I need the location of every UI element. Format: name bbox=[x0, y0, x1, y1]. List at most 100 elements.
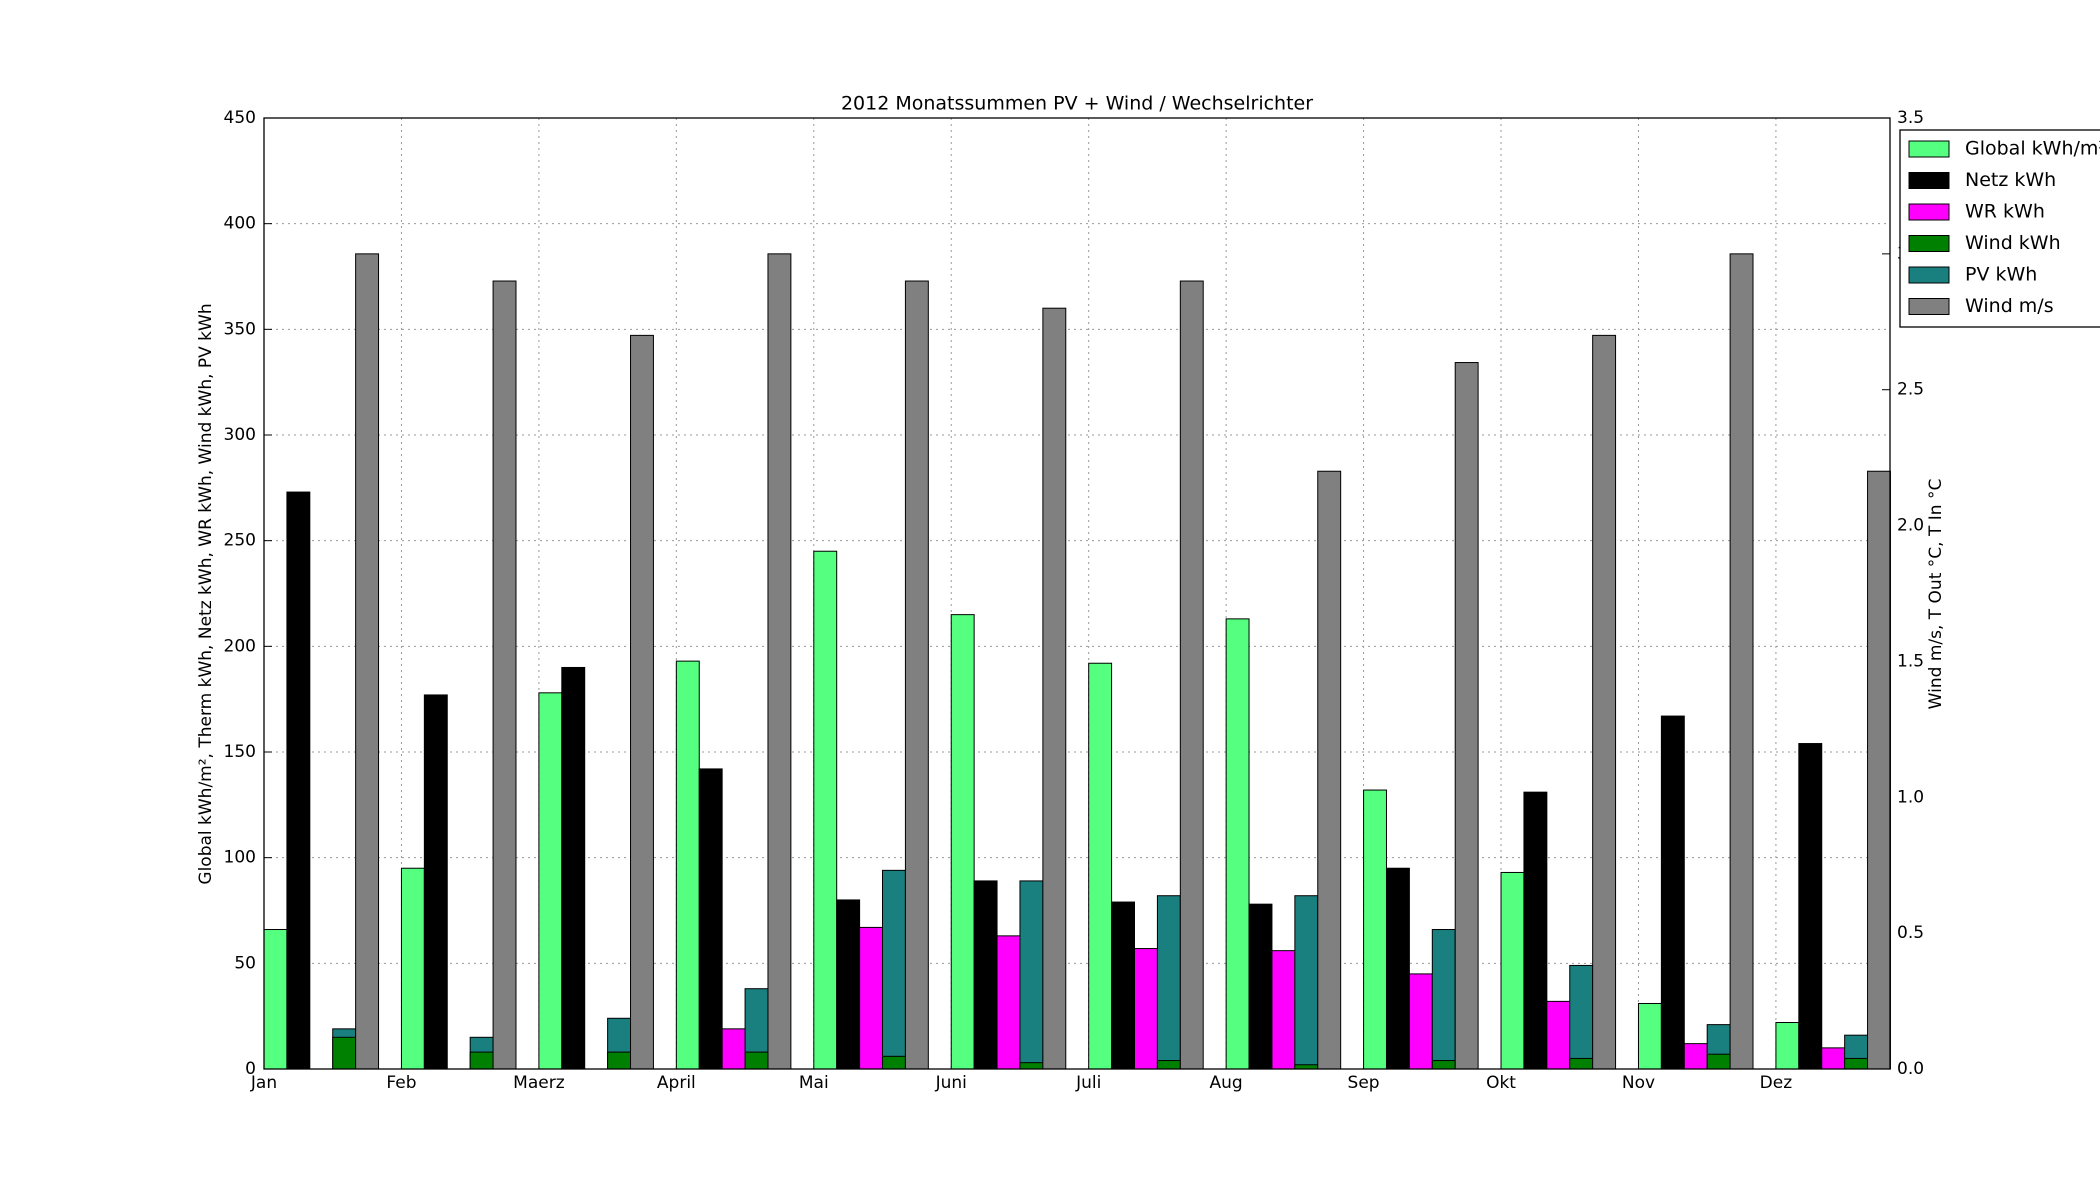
x-tick-label: Feb bbox=[386, 1073, 416, 1093]
legend-swatch bbox=[1908, 298, 1950, 315]
bar bbox=[1844, 1057, 1869, 1070]
bar bbox=[355, 253, 380, 1070]
legend-swatch bbox=[1908, 203, 1950, 221]
x-tick-label: Maerz bbox=[513, 1073, 565, 1093]
y-tick-label: 450 bbox=[224, 108, 256, 128]
bar bbox=[263, 929, 288, 1070]
bar bbox=[561, 666, 586, 1070]
bar bbox=[1088, 662, 1113, 1070]
y-tick-label: 200 bbox=[224, 636, 256, 656]
bar bbox=[469, 1051, 494, 1070]
bar bbox=[1660, 715, 1685, 1070]
bar bbox=[1019, 1062, 1044, 1070]
bar bbox=[1294, 895, 1319, 1070]
bar bbox=[1569, 1057, 1594, 1070]
bar bbox=[767, 253, 792, 1070]
legend-frame bbox=[1899, 129, 2100, 328]
bar bbox=[332, 1036, 357, 1070]
bar bbox=[1454, 362, 1479, 1070]
bar bbox=[1431, 1060, 1456, 1070]
legend-label: Global kWh/m² bbox=[1965, 138, 2100, 160]
y-tick-label: 100 bbox=[224, 848, 256, 868]
x-tick-label: April bbox=[657, 1073, 696, 1093]
y2-tick-label: 0.0 bbox=[1897, 1059, 1924, 1079]
y-tick-label: 0 bbox=[245, 1059, 256, 1079]
bar bbox=[1569, 964, 1594, 1070]
bar bbox=[607, 1051, 632, 1070]
bar bbox=[1408, 973, 1433, 1070]
y-tick-label: 400 bbox=[224, 214, 256, 234]
x-tick-label: Sep bbox=[1348, 1073, 1380, 1093]
bar bbox=[813, 550, 838, 1070]
legend-swatch bbox=[1908, 172, 1950, 189]
bar bbox=[1683, 1043, 1708, 1070]
bar bbox=[1592, 334, 1617, 1070]
bar bbox=[1637, 1002, 1662, 1070]
y-axis-label: Global kWh/m², Therm kWh, Netz kWh, WR k… bbox=[196, 303, 216, 884]
bar bbox=[744, 1051, 769, 1070]
bar bbox=[1775, 1022, 1800, 1070]
bar bbox=[1546, 1000, 1571, 1070]
x-tick-label: Nov bbox=[1622, 1073, 1655, 1093]
y-tick-label: 150 bbox=[224, 742, 256, 762]
x-tick-label: Mai bbox=[799, 1073, 829, 1093]
y-tick-label: 250 bbox=[224, 531, 256, 551]
bar bbox=[1385, 867, 1410, 1070]
bar bbox=[630, 334, 654, 1070]
bar bbox=[1431, 929, 1456, 1070]
bar bbox=[1248, 903, 1273, 1070]
y-tick-label: 300 bbox=[224, 425, 256, 445]
legend: Global kWh/m² Netz kWh WR kWh Wind kWh PV kW… bbox=[1899, 129, 2100, 328]
bar bbox=[1111, 901, 1135, 1070]
bar bbox=[1317, 470, 1342, 1070]
x-tick-label: Juni bbox=[935, 1073, 967, 1093]
chart-title: 2012 Monatssummen PV + Wind / Wechselric… bbox=[841, 93, 1313, 115]
legend-label: PV kWh bbox=[1965, 264, 2037, 286]
bar bbox=[859, 926, 884, 1070]
bar bbox=[1179, 280, 1204, 1070]
y-tick-label: 350 bbox=[224, 319, 256, 339]
y2-axis-label: Wind m/s, T Out °C, T In °C bbox=[1926, 479, 1946, 710]
legend-label: Wind m/s bbox=[1965, 295, 2054, 317]
x-tick-label: Juli bbox=[1075, 1073, 1101, 1093]
bar bbox=[1019, 880, 1044, 1070]
bar bbox=[1706, 1053, 1731, 1070]
legend-label: Netz kWh bbox=[1965, 169, 2056, 191]
bar bbox=[882, 869, 906, 1070]
y2-tick-label: 3.5 bbox=[1897, 108, 1924, 128]
x-tick-label: Aug bbox=[1210, 1073, 1243, 1093]
bar bbox=[721, 1028, 746, 1070]
bar bbox=[1363, 789, 1387, 1070]
bar bbox=[1821, 1047, 1846, 1070]
x-tick-label: Okt bbox=[1486, 1073, 1516, 1093]
x-tick-label: Jan bbox=[250, 1073, 277, 1093]
legend-swatch bbox=[1908, 266, 1950, 284]
bar bbox=[996, 935, 1021, 1070]
bar bbox=[1156, 1060, 1181, 1070]
bar bbox=[1042, 307, 1067, 1070]
bar bbox=[286, 491, 311, 1070]
y-tick-label: 50 bbox=[234, 953, 256, 973]
bar bbox=[698, 768, 723, 1070]
x-tick-label: Dez bbox=[1760, 1073, 1793, 1093]
bar bbox=[904, 280, 929, 1070]
bar bbox=[675, 660, 700, 1070]
bar bbox=[1798, 743, 1823, 1070]
bar bbox=[1133, 948, 1158, 1070]
y2-tick-label: 2.5 bbox=[1897, 380, 1924, 400]
bar bbox=[836, 899, 861, 1070]
bar bbox=[1156, 895, 1181, 1070]
legend-label: Wind kWh bbox=[1965, 232, 2061, 254]
bar bbox=[492, 280, 517, 1070]
y2-tick-label: 0.5 bbox=[1897, 923, 1924, 943]
y2-tick-label: 2.0 bbox=[1897, 516, 1924, 536]
bar bbox=[423, 694, 448, 1070]
legend-swatch bbox=[1908, 235, 1950, 252]
bar bbox=[1867, 470, 1891, 1070]
legend-swatch bbox=[1908, 140, 1950, 158]
bar bbox=[1500, 871, 1525, 1070]
plot-frame bbox=[263, 117, 1891, 1070]
legend-label: WR kWh bbox=[1965, 201, 2045, 223]
bar bbox=[1271, 950, 1296, 1070]
